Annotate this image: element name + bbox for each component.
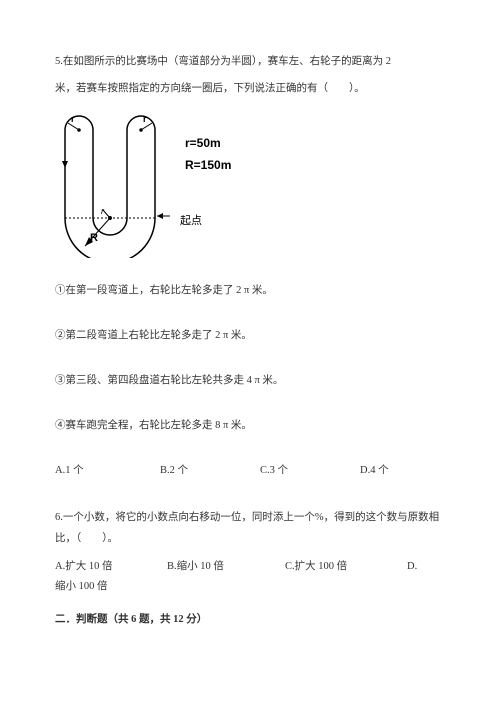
q5-statement-2: ②第二段弯道上右轮比左轮多走了 2 π 米。	[55, 327, 445, 346]
q6-option-d-line2: 缩小 100 倍	[55, 577, 445, 597]
track-diagram: r r r R r=50m R=150m 起点	[55, 108, 445, 256]
svg-text:r: r	[71, 114, 75, 124]
q6-block: 6.一个小数，将它的小数点向右移动一位，同时添上一个%，得到的这个数与原数相比，…	[55, 507, 445, 597]
svg-text:r: r	[143, 114, 147, 124]
q5-option-a: A.1 个	[55, 462, 160, 477]
q5-options: A.1 个 B.2 个 C.3 个 D.4 个	[55, 462, 445, 477]
q5-statement-4: ④赛车跑完全程，右轮比左轮多走 8 π 米。	[55, 417, 445, 436]
track-svg: r r r R	[55, 108, 175, 258]
q6-option-a: A.扩大 10 倍	[55, 557, 167, 577]
label-R150: R=150m	[185, 158, 231, 172]
label-start: 起点	[180, 212, 202, 228]
q6-option-d: D.	[407, 557, 437, 577]
q5-line1: 5.在如图所示的比赛场中（弯道部分为半圆），赛车左、右轮子的距离为 2	[55, 50, 445, 73]
q5-statement-3: ③第三段、第四段盘道右轮比左轮共多走 4 π 米。	[55, 372, 445, 391]
q5-statement-1: ①在第一段弯道上，右轮比左轮多走了 2 π 米。	[55, 282, 445, 301]
section-2-header: 二．判断题（共 6 题，共 12 分）	[55, 611, 445, 626]
svg-text:R: R	[90, 232, 98, 244]
q5-line2: 米，若赛车按照指定的方向绕一圈后，下列说法正确的有（ ）。	[55, 77, 445, 100]
q5-option-b: B.2 个	[160, 462, 260, 477]
label-r50: r=50m	[185, 136, 221, 150]
q6-options: A.扩大 10 倍 B.缩小 10 倍 C.扩大 100 倍 D. 缩小 100…	[55, 557, 445, 597]
q6-option-b: B.缩小 10 倍	[167, 557, 285, 577]
q6-text: 6.一个小数，将它的小数点向右移动一位，同时添上一个%，得到的这个数与原数相比，…	[55, 507, 445, 549]
q5-option-c: C.3 个	[260, 462, 360, 477]
q6-option-c: C.扩大 100 倍	[285, 557, 407, 577]
q5-option-d: D.4 个	[360, 462, 445, 477]
